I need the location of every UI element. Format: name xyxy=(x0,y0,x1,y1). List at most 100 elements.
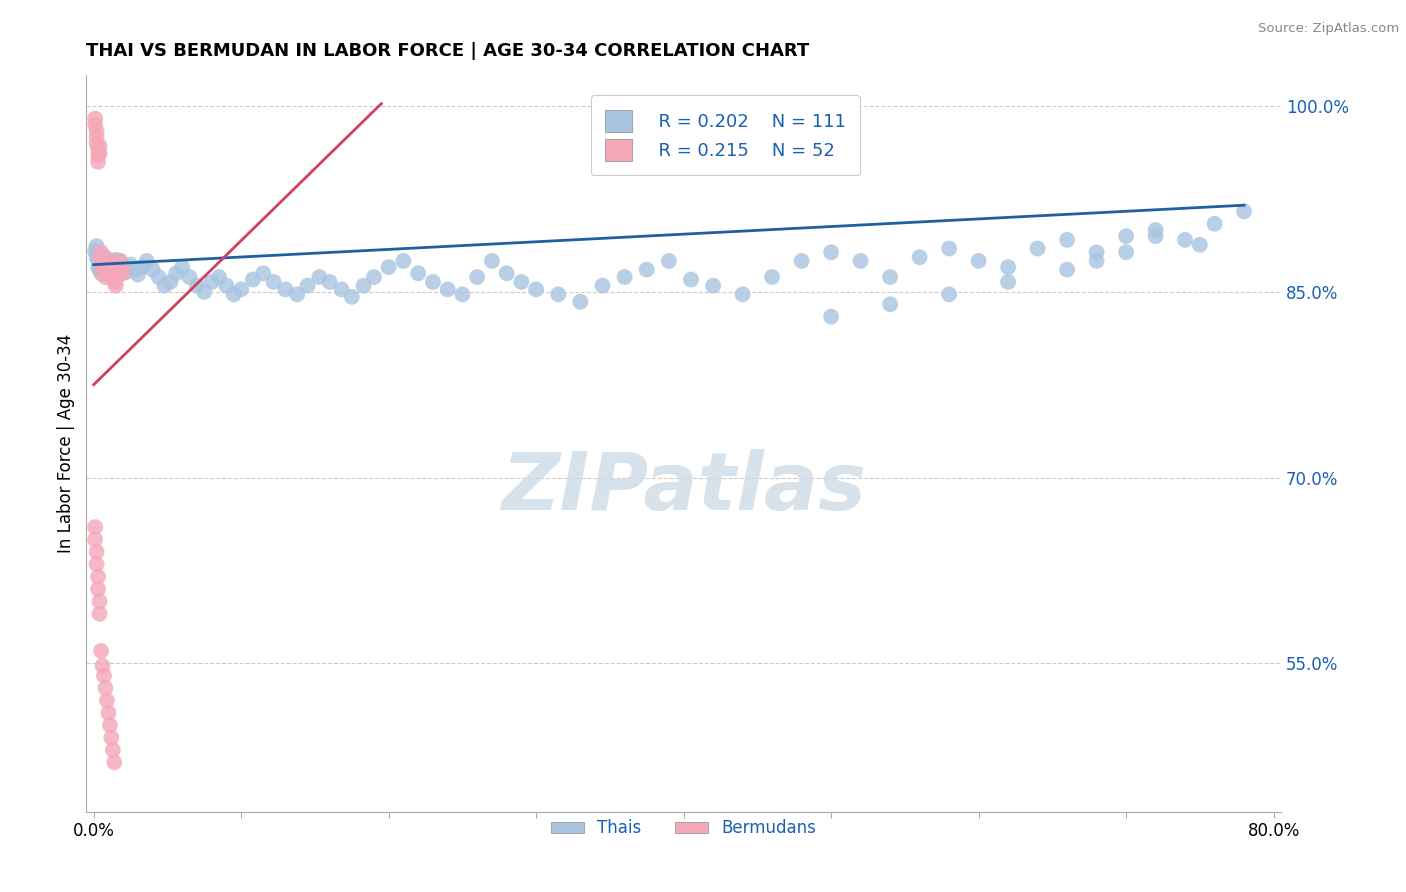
Point xyxy=(91,658,114,673)
Point xyxy=(135,254,157,268)
Point xyxy=(90,644,112,658)
Point xyxy=(997,260,1019,274)
Point xyxy=(285,287,308,301)
Point xyxy=(104,252,127,267)
Point xyxy=(1174,233,1197,247)
Point xyxy=(89,594,111,608)
Point xyxy=(84,118,107,132)
Point xyxy=(592,278,614,293)
Point xyxy=(124,262,146,277)
Point xyxy=(997,275,1019,289)
Point xyxy=(100,731,122,745)
Point xyxy=(86,558,108,572)
Point xyxy=(90,249,112,263)
Point xyxy=(1115,245,1137,260)
Point xyxy=(97,258,120,272)
Point xyxy=(193,285,215,299)
Point xyxy=(297,278,319,293)
Point xyxy=(849,254,872,268)
Point xyxy=(105,262,128,277)
Point xyxy=(101,270,124,285)
Point xyxy=(98,261,121,276)
Point xyxy=(93,259,115,273)
Point xyxy=(93,255,115,269)
Point xyxy=(84,112,107,126)
Point xyxy=(1085,245,1108,260)
Point xyxy=(148,270,170,285)
Point xyxy=(86,124,108,138)
Point xyxy=(90,245,112,260)
Point xyxy=(172,260,194,274)
Point xyxy=(87,569,110,583)
Point xyxy=(392,254,415,268)
Point xyxy=(97,706,120,720)
Point xyxy=(1188,237,1211,252)
Point xyxy=(938,287,960,301)
Point xyxy=(465,270,488,285)
Point xyxy=(112,260,135,274)
Point xyxy=(208,270,231,285)
Y-axis label: In Labor Force | Age 30-34: In Labor Force | Age 30-34 xyxy=(58,334,75,553)
Point xyxy=(86,250,108,264)
Text: Source: ZipAtlas.com: Source: ZipAtlas.com xyxy=(1258,22,1399,36)
Point xyxy=(94,258,117,272)
Point xyxy=(86,545,108,559)
Point xyxy=(377,260,399,274)
Point xyxy=(90,266,112,280)
Point xyxy=(153,278,176,293)
Point xyxy=(96,254,118,268)
Text: THAI VS BERMUDAN IN LABOR FORCE | AGE 30-34 CORRELATION CHART: THAI VS BERMUDAN IN LABOR FORCE | AGE 30… xyxy=(86,42,810,60)
Point xyxy=(98,718,121,732)
Point xyxy=(252,266,274,280)
Point xyxy=(103,275,125,289)
Point xyxy=(96,260,118,274)
Point xyxy=(97,265,120,279)
Point xyxy=(87,149,110,163)
Point xyxy=(967,254,990,268)
Point xyxy=(89,252,111,267)
Point xyxy=(89,138,111,153)
Point xyxy=(87,154,110,169)
Point xyxy=(1115,229,1137,244)
Point xyxy=(353,278,375,293)
Point xyxy=(340,290,363,304)
Point xyxy=(1085,254,1108,268)
Point xyxy=(201,275,224,289)
Point xyxy=(94,250,117,264)
Point xyxy=(100,265,122,279)
Point xyxy=(93,668,115,682)
Point xyxy=(820,245,842,260)
Point xyxy=(436,282,458,296)
Point xyxy=(93,266,115,280)
Point xyxy=(98,262,121,277)
Point xyxy=(97,258,120,272)
Point xyxy=(91,254,114,268)
Point xyxy=(658,254,681,268)
Text: ZIPatlas: ZIPatlas xyxy=(501,449,866,527)
Point xyxy=(510,275,533,289)
Legend: Thais, Bermudans: Thais, Bermudans xyxy=(544,813,823,844)
Point xyxy=(93,254,115,268)
Point xyxy=(107,262,129,277)
Point xyxy=(422,275,444,289)
Point xyxy=(363,270,385,285)
Point xyxy=(1204,217,1226,231)
Point xyxy=(87,260,110,274)
Point xyxy=(330,282,353,296)
Point xyxy=(103,756,125,770)
Point xyxy=(120,258,142,272)
Point xyxy=(84,520,107,534)
Point xyxy=(94,262,117,277)
Point xyxy=(105,270,128,285)
Point xyxy=(406,266,429,280)
Point xyxy=(451,287,474,301)
Point xyxy=(89,262,111,277)
Point xyxy=(90,258,112,272)
Point xyxy=(908,250,931,264)
Point xyxy=(96,693,118,707)
Point xyxy=(879,270,901,285)
Point xyxy=(274,282,297,296)
Point xyxy=(91,266,114,280)
Point xyxy=(98,254,121,268)
Point xyxy=(110,254,132,268)
